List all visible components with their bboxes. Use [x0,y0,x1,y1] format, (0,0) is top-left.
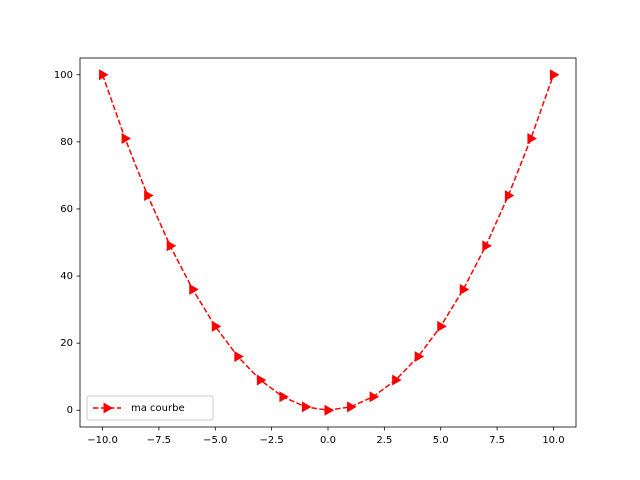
data-marker [211,320,222,332]
data-marker [482,240,492,252]
data-marker [437,320,447,332]
legend-box [86,395,214,421]
data-marker [527,133,537,144]
data-marker [256,374,267,386]
data-marker [347,401,357,413]
data-marker [121,133,132,144]
data-marker [279,391,289,403]
y-tick-label: 20 [60,338,73,349]
data-marker [392,374,402,386]
data-marker [301,401,312,413]
legend-marker [103,402,114,414]
x-tick-label: −10.0 [87,435,118,446]
data-marker [504,190,515,202]
x-tick-label: −7.5 [147,435,171,446]
data-marker [144,190,154,202]
data-marker [459,283,470,295]
x-tick-label: −5.0 [203,435,227,446]
y-tick-label: 40 [60,271,73,282]
data-marker [414,351,425,363]
data-marker [549,69,560,81]
y-tick-label: 100 [54,70,73,81]
x-tick-label: 2.5 [376,435,392,446]
y-tick-label: 60 [60,204,73,215]
data-marker [166,240,177,252]
data-marker [324,404,335,416]
legend-label: ma courbe [131,403,185,414]
data-marker [234,351,244,363]
y-tick-label: 80 [60,137,73,148]
x-tick-label: −2.5 [259,435,283,446]
x-tick-label: 10.0 [542,435,564,446]
x-tick-label: 5.0 [433,435,449,446]
y-tick-label: 0 [67,405,73,416]
x-tick-label: 0.0 [320,435,336,446]
data-marker [369,391,380,403]
plot-frame [79,57,577,428]
data-marker [189,283,199,295]
x-tick-label: 7.5 [489,435,505,446]
data-marker [99,69,109,81]
